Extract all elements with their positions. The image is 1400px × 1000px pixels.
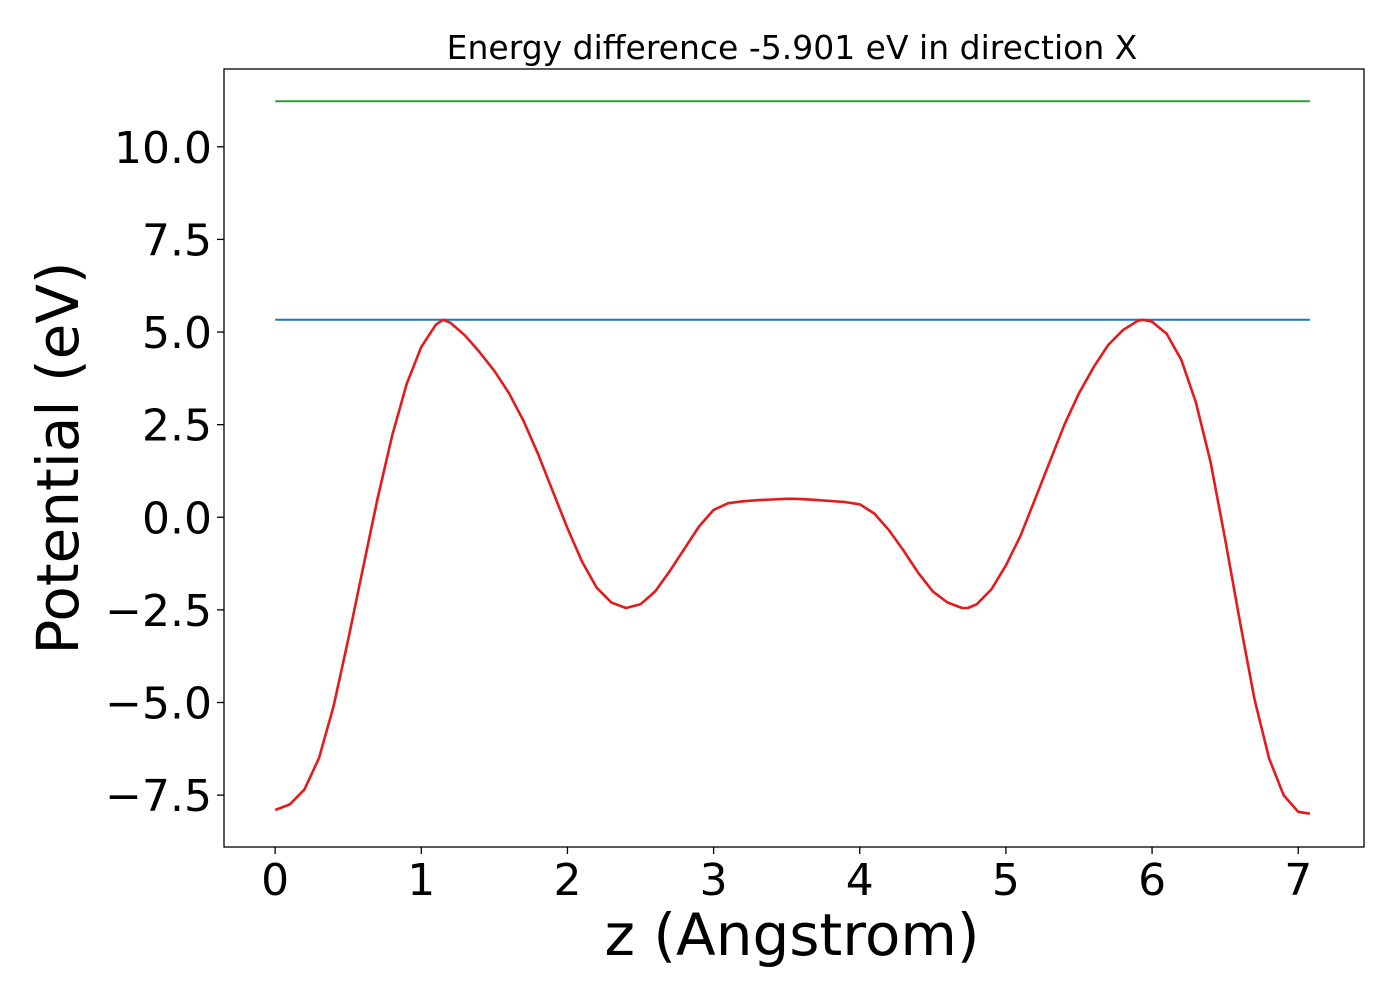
chart-title: Energy difference -5.901 eV in direction…	[447, 28, 1138, 67]
x-tick-label: 1	[407, 855, 435, 906]
x-tick-label: 6	[1138, 855, 1166, 906]
x-tick-label: 2	[553, 855, 581, 906]
y-tick-label: 10.0	[114, 123, 212, 174]
series-layer	[274, 100, 1311, 815]
y-axis-title: Potential (eV)	[24, 261, 92, 654]
y-tick-label: 0.0	[142, 493, 212, 544]
x-axis-title: z (Angstrom)	[605, 901, 980, 969]
y-tick-label: −7.5	[105, 771, 212, 822]
x-tick-label: 7	[1284, 855, 1312, 906]
y-tick-label: −5.0	[105, 679, 212, 730]
series-line-2	[274, 318, 1311, 815]
x-tick-label: 4	[846, 855, 874, 906]
y-axis: −7.5 −5.0 −2.5 0.0 2.5 5.0 7.5 10.0	[105, 123, 224, 822]
x-tick-label: 5	[992, 855, 1020, 906]
x-axis: 0 1 2 3 4 5 6 7	[261, 847, 1312, 906]
y-tick-label: −2.5	[105, 586, 212, 637]
y-tick-label: 5.0	[142, 308, 212, 359]
y-tick-label: 7.5	[142, 215, 212, 266]
x-tick-label: 0	[261, 855, 289, 906]
plot-area-frame	[223, 68, 1365, 848]
x-tick-label: 3	[700, 855, 728, 906]
y-tick-label: 2.5	[142, 401, 212, 452]
